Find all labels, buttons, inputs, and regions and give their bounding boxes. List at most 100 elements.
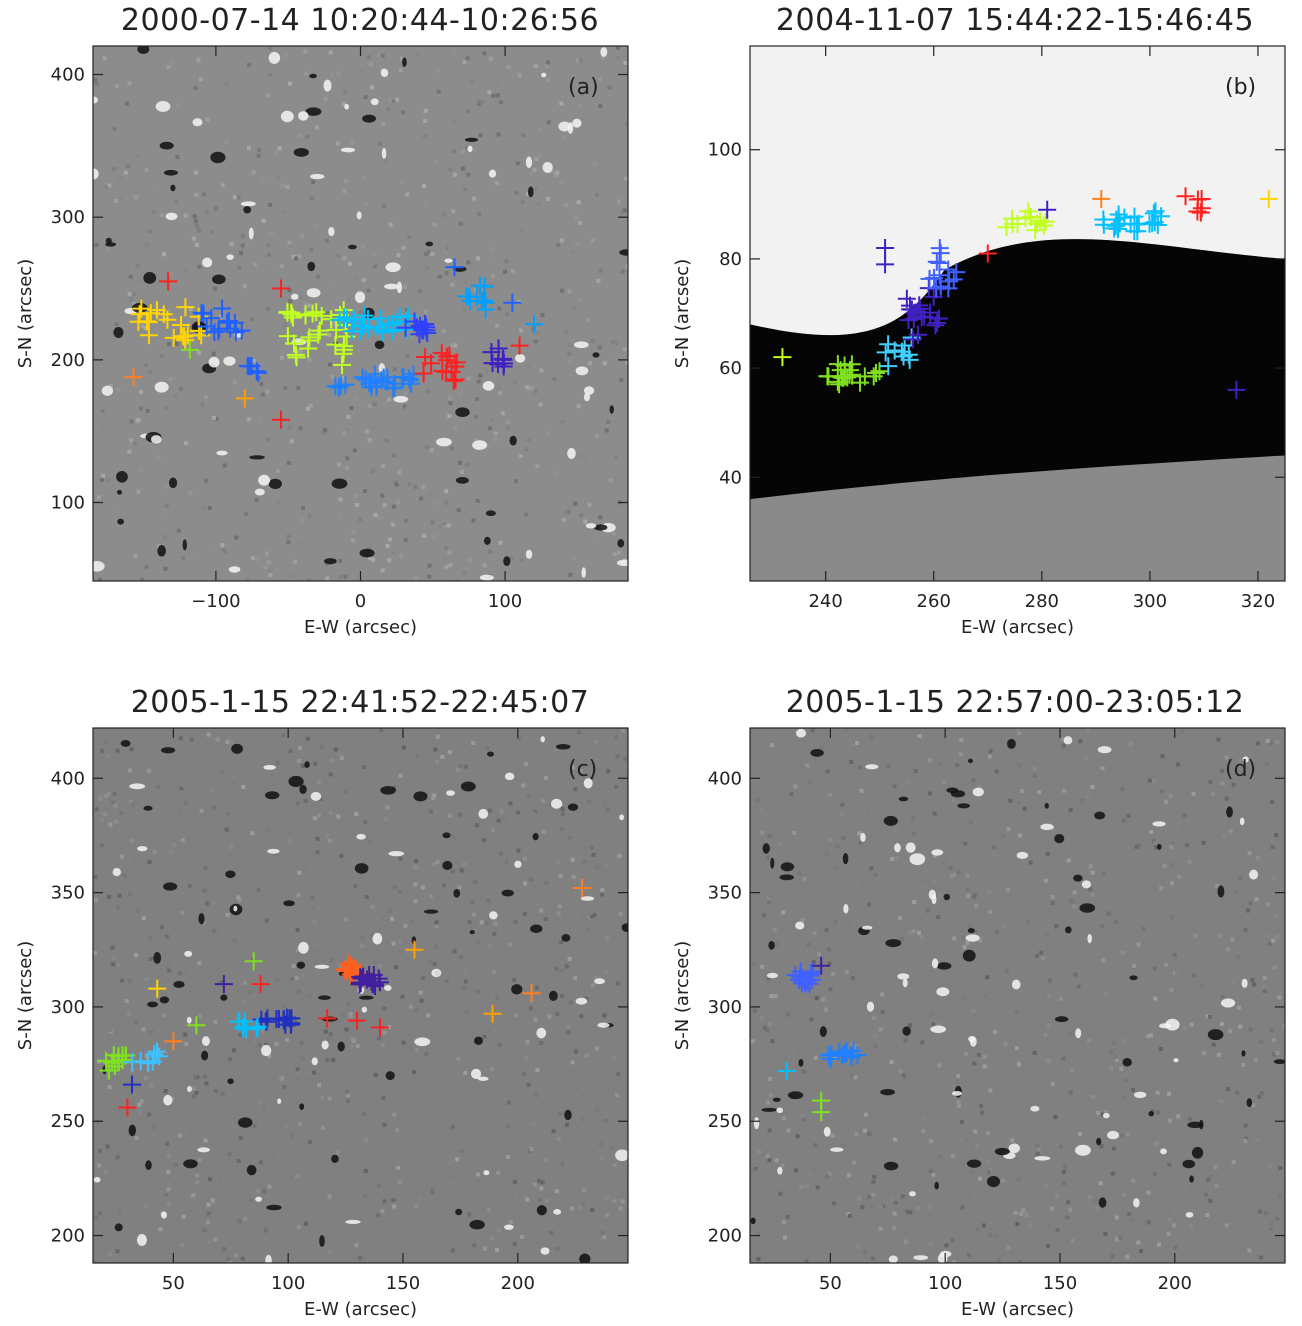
kernel-marker: [1259, 189, 1278, 208]
kernel-marker: [510, 336, 529, 355]
kernel-marker: [892, 342, 911, 361]
kernel-marker: [309, 325, 328, 344]
kernel-marker: [1092, 189, 1111, 208]
kernel-marker: [876, 255, 895, 274]
x-tick-label: 300: [1133, 591, 1167, 612]
kernel-marker: [1145, 213, 1164, 232]
kernel-marker: [176, 298, 195, 317]
panel-b-title: 2004-11-07 15:44:22-15:46:45: [776, 3, 1254, 38]
x-tick-label: 0: [355, 591, 366, 612]
magnetogram-features: [93, 46, 628, 581]
magnetogram-features: [750, 728, 1285, 1263]
plot-frame: [92, 727, 629, 1264]
kernel-marker: [344, 310, 363, 329]
kernel-marker: [1144, 204, 1163, 223]
kernel-marker: [310, 321, 329, 340]
kernel-marker: [879, 357, 898, 376]
kernel-marker: [812, 956, 831, 975]
y-tick-label: 250: [708, 1111, 742, 1132]
plot-area: [750, 46, 1285, 581]
kernel-marker: [282, 1014, 301, 1033]
y-axis-label: S-N (arcsec): [15, 941, 36, 1050]
panel-a: 2000-07-14 10:20:44-10:26:56 −100 0 100 100…: [15, 3, 629, 638]
x-tick-label: 50: [162, 1273, 185, 1294]
kernel-marker: [354, 967, 373, 986]
kernel-marker: [1192, 199, 1211, 218]
kernel-marker: [172, 315, 191, 334]
kernel-marker: [459, 287, 478, 306]
y-tick-label: 300: [708, 997, 742, 1018]
y-tick-label: 100: [708, 140, 742, 161]
x-tick-label: −100: [191, 591, 240, 612]
x-tick-label: 200: [1158, 1273, 1192, 1294]
kernel-marker: [405, 940, 424, 959]
kernel-marker: [422, 354, 441, 373]
kernel-marker: [336, 375, 355, 394]
kernel-marker: [415, 314, 434, 333]
y-tick-label: 60: [719, 358, 742, 379]
kernel-marker: [192, 303, 211, 322]
kernel-marker: [909, 325, 928, 344]
kernel-marker: [1227, 380, 1246, 399]
x-axis-label: E-W (arcsec): [304, 617, 417, 638]
y-tick-label: 80: [719, 249, 742, 270]
kernel-marker: [247, 362, 266, 381]
panel-c-title: 2005-1-15 22:41:52-22:45:07: [131, 685, 590, 720]
kernel-marker: [164, 1032, 183, 1051]
kernel-marker: [118, 1098, 137, 1117]
kernel-marker: [1106, 216, 1125, 235]
kernel-marker: [930, 266, 949, 285]
kernel-marker: [176, 331, 195, 350]
kernel-marker: [274, 1010, 293, 1028]
kernel-marker: [522, 984, 541, 1003]
x-tick-label: 150: [386, 1273, 420, 1294]
kernel-marker: [1125, 222, 1144, 241]
kernel-marker: [141, 304, 160, 323]
kernel-marker: [363, 975, 382, 994]
panel-label: (c): [568, 757, 597, 782]
kernel-marker: [475, 277, 494, 296]
kernel-marker: [819, 367, 838, 386]
kernel-marker: [1028, 214, 1047, 233]
kernel-marker: [352, 969, 371, 988]
kernel-marker: [947, 263, 966, 282]
kernel-marker: [876, 238, 895, 257]
kernel-marker: [187, 1016, 206, 1035]
kernel-marker: [926, 316, 945, 335]
flare-kernels: [773, 187, 1278, 399]
kernel-marker: [927, 252, 946, 271]
kernel-marker: [414, 364, 433, 383]
kernel-marker: [219, 311, 238, 330]
x-axis-label: E-W (arcsec): [961, 1299, 1074, 1320]
kernel-marker: [123, 1075, 142, 1094]
y-axis-label: S-N (arcsec): [672, 259, 693, 368]
kernel-marker: [367, 377, 386, 396]
kernel-marker: [251, 975, 270, 994]
kernel-marker: [503, 293, 522, 312]
panel-b: 2004-11-07 15:44:22-15:46:45 240 260 280 30…: [672, 3, 1286, 638]
panel-label: (b): [1225, 75, 1256, 100]
x-tick-label: 240: [808, 591, 842, 612]
kernel-marker: [476, 300, 495, 319]
x-tick-label: 150: [1043, 1273, 1077, 1294]
kernel-marker: [482, 343, 501, 362]
kernel-marker: [900, 350, 919, 369]
kernel-marker: [132, 299, 151, 318]
x-tick-label: 280: [1025, 591, 1059, 612]
kernel-marker: [978, 244, 997, 263]
kernel-marker: [812, 1103, 831, 1122]
kernel-marker: [148, 979, 167, 998]
kernel-marker: [299, 339, 318, 358]
kernel-marker: [353, 368, 372, 387]
kernel-marker: [214, 975, 233, 994]
kernel-marker: [393, 368, 412, 387]
y-tick-label: 250: [51, 1111, 85, 1132]
kernel-marker: [271, 279, 290, 298]
kernel-marker: [1094, 215, 1113, 234]
kernel-marker: [383, 315, 402, 334]
kernel-marker: [1148, 215, 1167, 234]
kernel-marker: [840, 361, 859, 380]
kernel-marker: [334, 308, 353, 327]
y-tick-label: 40: [719, 467, 742, 488]
kernel-marker: [1031, 211, 1050, 230]
